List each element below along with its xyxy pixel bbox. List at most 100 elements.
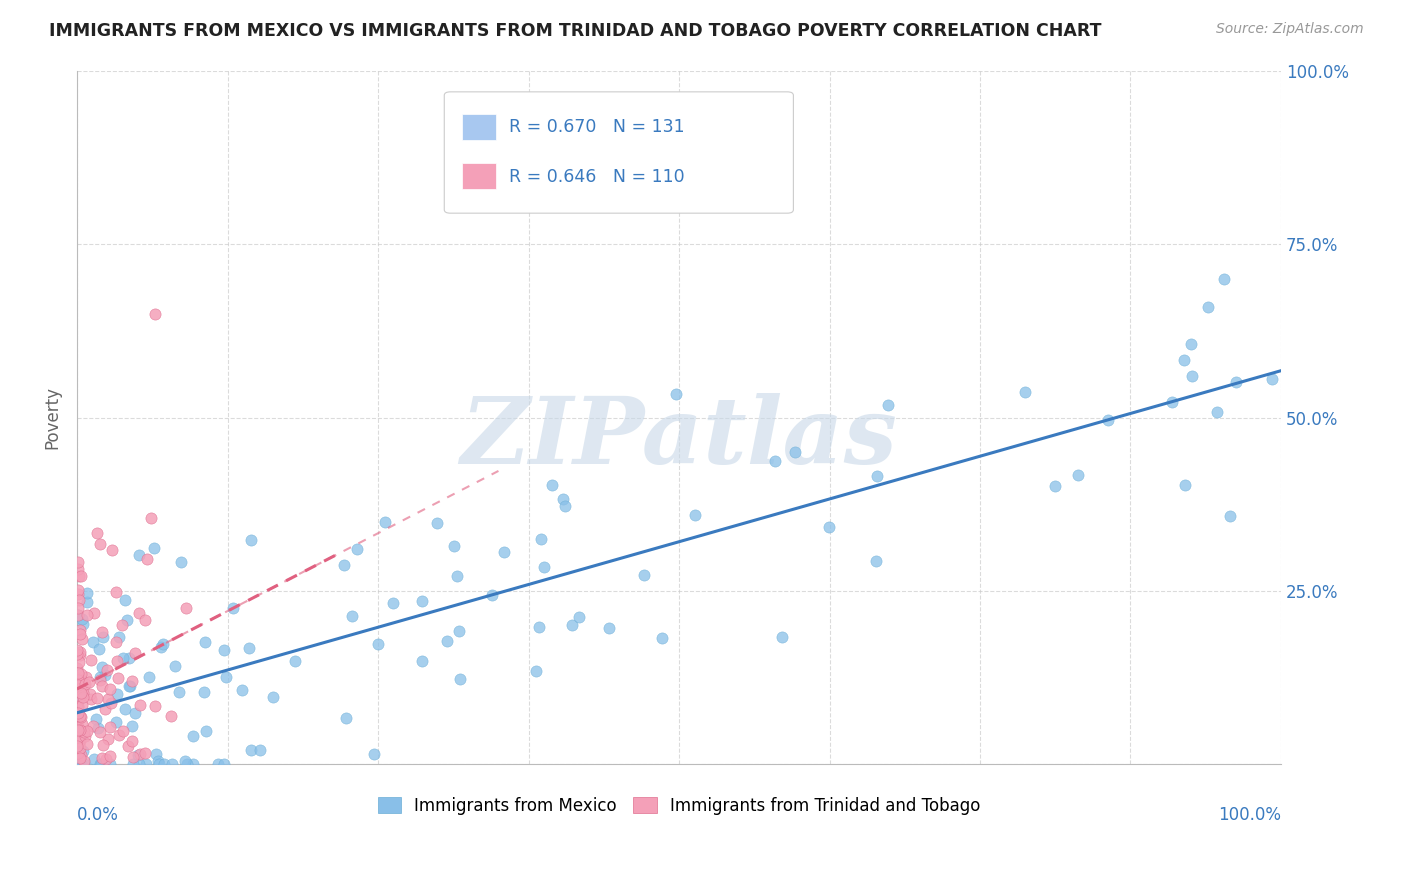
Point [84,712,107,726]
Point [1043,479,1066,493]
Point [76,608,98,623]
Point [181,757,204,772]
Point [1097,412,1119,426]
Point [533,560,555,574]
Point [212,757,235,772]
Point [770,630,793,644]
Point [67,734,90,748]
Point [66,719,89,733]
Text: 100.0%: 100.0% [1218,805,1281,824]
Point [80,691,103,706]
Point [124,706,146,720]
Point [122,750,145,764]
Point [170,555,193,569]
Point [66,754,89,768]
Point [89,724,111,739]
Point [86,525,108,540]
Point [818,519,841,533]
Point [1174,477,1197,491]
Point [66,746,89,760]
Point [108,631,131,645]
Point [114,593,136,607]
Point [76,595,98,609]
Point [121,733,143,747]
Point [66,587,89,601]
Point [1260,372,1282,386]
Text: IMMIGRANTS FROM MEXICO VS IMMIGRANTS FROM TRINIDAD AND TOBAGO POVERTY CORRELATIO: IMMIGRANTS FROM MEXICO VS IMMIGRANTS FRO… [49,22,1102,40]
Point [66,679,89,693]
Point [66,709,89,723]
Point [239,742,262,756]
Point [70,673,93,687]
Point [67,757,90,772]
Point [1173,353,1195,368]
Point [763,454,786,468]
Point [1161,394,1184,409]
Point [134,613,156,627]
Point [1225,375,1247,389]
Y-axis label: Poverty: Poverty [44,386,60,450]
Point [69,645,91,659]
Point [149,640,172,655]
Point [153,757,176,772]
Point [139,511,162,525]
Point [340,609,363,624]
Point [783,445,806,459]
Point [69,686,91,700]
Point [97,732,120,747]
Point [96,752,118,766]
Point [66,699,89,714]
Point [481,588,503,602]
Point [561,618,583,632]
Point [142,541,165,556]
Point [69,729,91,743]
Point [865,469,887,483]
Text: 0.0%: 0.0% [77,805,120,824]
Point [90,757,112,772]
Point [363,747,385,761]
Text: R = 0.646   N = 110: R = 0.646 N = 110 [509,168,685,186]
Point [90,660,112,674]
Point [138,670,160,684]
Point [89,673,111,688]
Point [66,706,89,720]
Point [524,664,547,678]
Point [67,690,90,704]
Point [86,690,108,705]
Point [333,558,356,572]
Point [66,582,89,597]
Point [70,613,93,627]
Point [67,601,90,615]
Point [69,690,91,704]
Point [174,601,197,615]
Point [160,709,183,723]
Point [118,679,141,693]
Point [121,757,143,772]
Point [262,690,284,704]
Point [66,607,89,622]
Point [73,677,96,691]
Point [143,699,166,714]
Point [70,681,93,695]
Point [492,544,515,558]
Point [98,681,121,696]
Point [69,709,91,723]
Point [69,623,91,637]
Point [194,724,217,739]
Point [66,721,89,735]
Point [90,624,112,639]
Legend: Immigrants from Mexico, Immigrants from Trinidad and Tobago: Immigrants from Mexico, Immigrants from … [371,790,987,822]
Point [160,757,183,772]
Point [118,651,141,665]
Point [75,670,97,684]
Point [67,692,90,706]
Point [72,616,94,631]
Point [284,654,307,668]
Point [568,609,591,624]
Point [173,754,195,768]
Point [94,668,117,682]
Point [73,724,96,739]
Point [193,684,215,698]
Point [530,532,553,546]
Point [121,719,143,733]
